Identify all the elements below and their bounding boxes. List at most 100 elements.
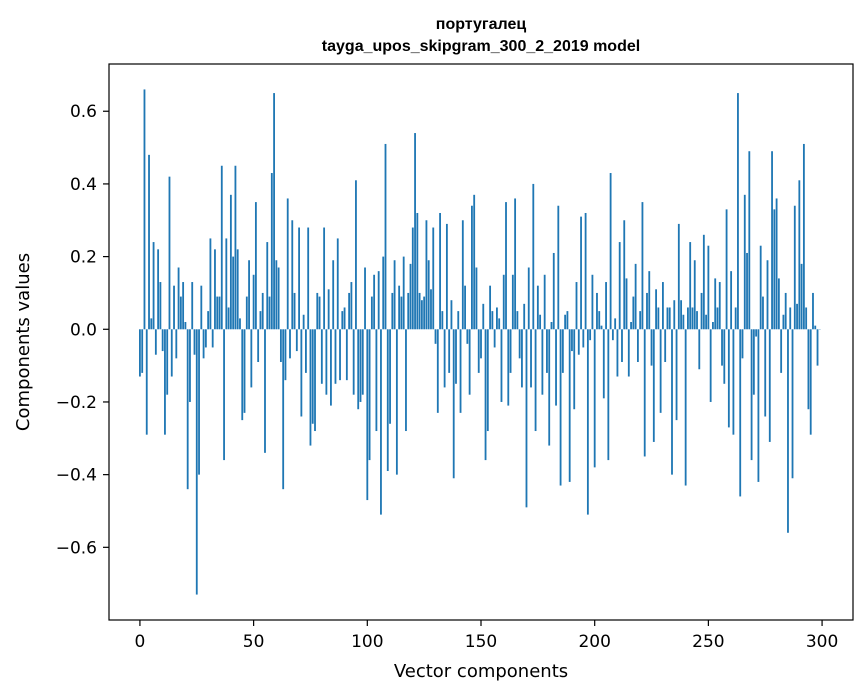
bar-275 [764,329,767,417]
bar-2 [143,89,146,330]
bar-12 [166,329,169,395]
bar-121 [414,133,416,330]
bar-15 [173,285,175,330]
bar-141 [459,329,462,413]
bar-105 [377,271,380,330]
bar-29 [204,329,207,348]
bar-204 [602,329,605,399]
bar-154 [489,285,492,330]
bar-22 [189,329,191,402]
bar-160 [502,274,505,330]
bar-274 [762,296,764,330]
bar-216 [630,322,632,330]
bar-70 [298,227,300,330]
x-tick-label: 300 [806,632,838,652]
bar-74 [307,227,310,330]
bar-270 [752,329,755,395]
bar-103 [373,274,376,330]
bar-26 [198,329,200,475]
bar-86 [334,329,337,384]
bar-127 [427,260,430,330]
bar-68 [293,292,296,330]
bar-10 [161,329,164,352]
bar-271 [755,329,758,337]
bar-205 [605,282,607,330]
bar-288 [793,205,796,330]
bar-174 [534,329,537,432]
bar-72 [302,314,305,330]
bar-94 [352,329,355,395]
bar-67 [291,220,294,330]
bar-156 [493,329,496,348]
y-tick-label: −0.4 [56,466,97,486]
bar-206 [607,329,610,461]
bar-146 [471,205,473,330]
bar-255 [718,282,721,330]
bar-40 [229,194,232,330]
bar-191 [573,329,576,410]
bar-159 [500,329,503,402]
bar-258 [725,209,728,330]
bar-168 [521,329,523,388]
bar-16 [175,329,178,359]
bar-283 [782,314,785,330]
bar-157 [496,307,498,330]
bar-55 [264,329,266,453]
bar-218 [634,263,637,330]
bar-235 [673,300,676,330]
bar-259 [727,329,730,428]
bar-92 [348,292,351,330]
plot-frame [108,63,854,621]
bar-234 [671,329,673,475]
bar-177 [541,329,544,395]
bar-192 [575,282,578,330]
bar-211 [618,242,621,330]
bar-175 [536,285,539,330]
bar-113 [395,329,398,475]
y-tick-label: 0.0 [70,320,97,340]
bar-249 [705,314,708,330]
bar-195 [582,329,585,348]
bar-210 [616,329,619,377]
bar-284 [784,292,787,330]
bar-236 [675,329,678,421]
x-tick-label: 150 [465,632,497,652]
bar-180 [548,329,551,446]
bar-239 [682,314,685,330]
bar-202 [598,311,601,330]
bar-261 [732,329,735,435]
bar-155 [491,311,494,330]
bar-78 [316,292,319,330]
bar-9 [159,282,162,330]
bar-148 [475,267,478,330]
bar-110 [389,329,391,424]
bar-139 [455,329,457,384]
bar-19 [182,282,185,330]
bar-163 [509,329,512,373]
bar-130 [434,329,437,344]
bar-75 [309,329,312,446]
bar-39 [227,307,230,330]
bar-244 [693,260,696,330]
bar-295 [809,329,812,435]
bar-80 [320,329,323,384]
bar-144 [466,329,469,344]
bar-41 [232,256,235,330]
bar-217 [632,296,635,330]
bar-30 [207,311,210,330]
bar-189 [568,329,571,482]
bars-group [139,89,821,595]
bar-233 [668,307,671,330]
bar-214 [625,278,628,330]
bar-207 [609,173,612,330]
bar-59 [273,93,275,330]
bar-229 [659,329,662,413]
bar-90 [343,307,346,330]
bar-227 [655,289,657,330]
bar-296 [812,292,814,330]
bar-37 [223,329,225,461]
bar-65 [286,198,289,330]
bar-43 [236,249,239,330]
bar-193 [577,329,580,355]
bar-109 [386,329,389,472]
